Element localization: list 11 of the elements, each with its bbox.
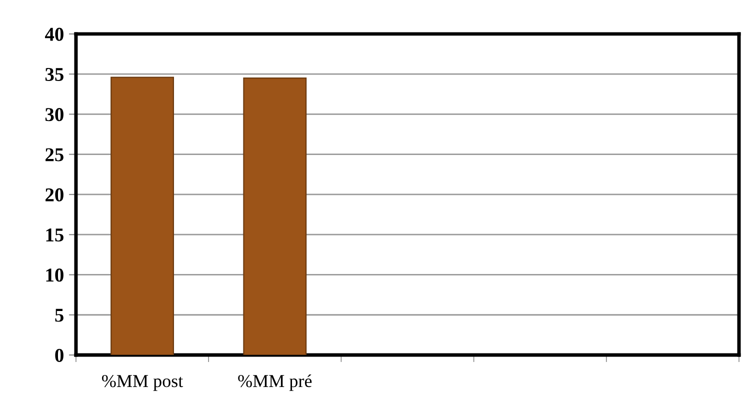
y-tick-label: 20 <box>46 188 64 202</box>
y-tick-label: 10 <box>46 268 64 282</box>
y-tick-label: 0 <box>55 348 64 362</box>
y-tick-label: 30 <box>45 108 64 122</box>
x-tick-label: %MM pré <box>238 374 312 391</box>
y-tick-label: 35 <box>45 68 64 82</box>
y-tick-label: 15 <box>46 228 64 242</box>
x-tick-label: %MM post <box>102 374 184 391</box>
y-tick-label: 40 <box>44 28 64 41</box>
y-tick-label: 25 <box>46 148 64 162</box>
y-tick-label: 5 <box>55 308 64 322</box>
